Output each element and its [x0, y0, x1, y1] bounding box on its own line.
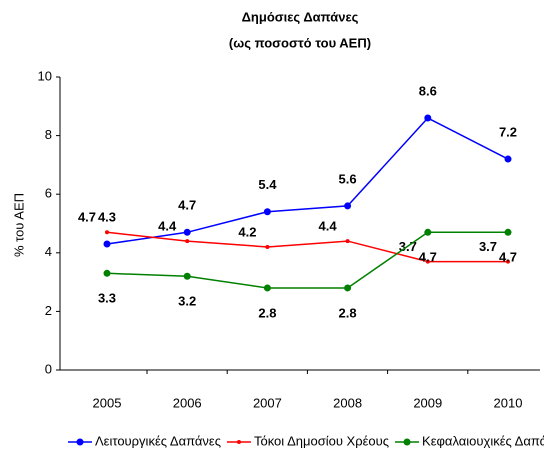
data-label: 4.4: [319, 219, 338, 234]
x-tick-label: 2009: [413, 395, 442, 410]
series-line: [106, 231, 508, 263]
point: [185, 239, 190, 244]
data-label: 8.6: [419, 83, 437, 98]
y-tick-label: 0: [45, 361, 52, 376]
legend-label: Λειτουργικές Δαπάνες: [95, 433, 221, 448]
series-line: [106, 231, 508, 289]
data-label: 4.3: [98, 209, 116, 224]
point: [344, 202, 352, 210]
data-label: 2.8: [258, 305, 276, 320]
data-label: 4.4: [158, 219, 177, 234]
chart-title: Δημόσιες Δαπάνες: [242, 9, 359, 24]
point: [504, 155, 512, 163]
data-label: 3.2: [178, 294, 196, 309]
legend-marker: [403, 438, 411, 446]
point: [344, 284, 352, 292]
point: [506, 259, 510, 264]
y-tick-label: 4: [45, 244, 52, 259]
point: [345, 239, 350, 244]
y-tick-label: 8: [45, 127, 52, 142]
y-axis-label: % του ΑΕΠ: [11, 193, 26, 257]
data-label: 2.8: [339, 305, 357, 320]
point: [263, 284, 271, 292]
x-tick-label: 2005: [93, 395, 122, 410]
x-tick-label: 2007: [253, 395, 282, 410]
point: [504, 228, 512, 236]
x-tick-label: 2006: [173, 395, 202, 410]
x-tick-label: 2010: [494, 395, 523, 410]
data-label: 3.7: [479, 239, 497, 254]
y-tick-label: 6: [45, 186, 52, 201]
point: [103, 240, 111, 248]
data-label: 4.7: [178, 198, 196, 213]
legend-marker: [76, 438, 84, 446]
data-label: 4.7: [78, 210, 96, 225]
data-label: 5.4: [258, 177, 277, 192]
series-line: [106, 117, 509, 245]
point: [424, 228, 432, 236]
x-tick-label: 2008: [333, 395, 362, 410]
data-label: 4.7: [419, 250, 437, 265]
data-label: 5.6: [339, 171, 357, 186]
data-label: 7.2: [499, 124, 517, 139]
y-tick-label: 10: [38, 68, 52, 83]
legend-label: Τόκοι Δημοσίου Χρέους: [254, 433, 389, 448]
point: [265, 244, 270, 249]
legend-marker: [236, 440, 241, 444]
data-label: 4.7: [499, 250, 517, 265]
point: [263, 208, 271, 216]
legend-label: Κεφαλαιουχικές Δαπάνες: [422, 433, 544, 448]
point: [424, 114, 432, 122]
data-label: 3.3: [98, 291, 116, 306]
chart-subtitle: (ως ποσοστό του ΑΕΠ): [229, 35, 371, 50]
point: [103, 269, 111, 277]
point: [105, 230, 109, 235]
point: [425, 259, 430, 264]
y-tick-label: 2: [45, 303, 52, 318]
data-label: 4.2: [238, 224, 256, 239]
point: [183, 228, 191, 236]
point: [183, 272, 191, 280]
